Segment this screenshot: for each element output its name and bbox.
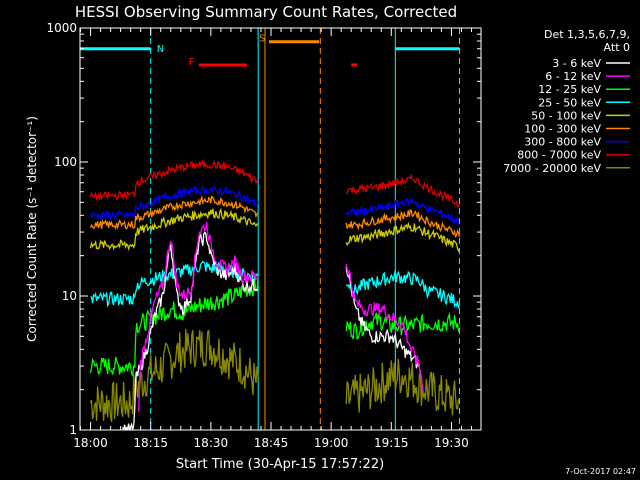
y-tick-label: 1: [69, 423, 77, 437]
y-tick-label: 100: [54, 155, 77, 169]
legend-label: 25 - 50 keV: [538, 96, 601, 109]
series-line: [89, 207, 259, 251]
footer-date: 7-Oct-2017 02:47: [565, 467, 636, 476]
series-line: [89, 158, 259, 202]
series-line: [345, 208, 461, 238]
series-7000-20000-kev: [89, 328, 460, 423]
x-tick-label: 18:30: [194, 436, 229, 450]
flag-label-f: F: [189, 57, 195, 68]
plot-area: N F S: [80, 28, 461, 430]
series-line: [346, 173, 461, 209]
series-line: [138, 221, 259, 412]
series-line: [345, 358, 460, 416]
legend-label: 12 - 25 keV: [538, 83, 601, 96]
series-6-12-kev: [138, 221, 424, 412]
legend-header-line-2: Att 0: [604, 41, 630, 54]
flag-label-s: S: [259, 34, 265, 45]
y-tick-label: 1000: [46, 21, 77, 35]
series-100-300-kev: [89, 194, 461, 238]
x-tick-label: 18:00: [73, 436, 108, 450]
series-line: [345, 270, 461, 309]
x-tick-label: 19:15: [374, 436, 409, 450]
series-line: [89, 277, 259, 378]
series-3-6-kev: [121, 231, 421, 430]
y-tick-label: 10: [62, 289, 77, 303]
axes: 1 10 100 1000 18:00 18:15 18:30 18:45 19:00 19:15…: [46, 21, 482, 450]
x-tick-label: 18:15: [133, 436, 168, 450]
legend-label: 800 - 7000 keV: [517, 149, 601, 162]
legend-label: 3 - 6 keV: [552, 57, 601, 70]
plot-frame: [79, 27, 482, 431]
series-line: [89, 328, 259, 423]
legend-header-line-1: Det 1,3,5,6,7,9,: [544, 28, 630, 41]
series-800-7000-kev: [89, 158, 461, 209]
x-tick-label: 19:30: [434, 436, 469, 450]
x-tick-label: 18:45: [254, 436, 289, 450]
legend-label: 6 - 12 keV: [545, 70, 601, 83]
series-line: [121, 231, 259, 430]
legend-label: 300 - 800 keV: [524, 136, 601, 149]
x-tick-label: 19:00: [314, 436, 349, 450]
legend-label: 50 - 100 keV: [531, 109, 601, 122]
flag-label-n: N: [157, 44, 164, 55]
legend-label: 7000 - 20000 keV: [503, 162, 601, 175]
series-line: [89, 194, 259, 231]
series-300-800-kev: [89, 185, 460, 226]
series-line: [345, 197, 460, 226]
y-axis-label: Corrected Count Rate (s⁻¹ detector⁻¹): [25, 116, 39, 342]
series-line: [345, 221, 461, 253]
series-line: [89, 185, 259, 221]
legend-label: 100 - 300 keV: [524, 123, 601, 136]
chart-title: HESSI Observing Summary Count Rates, Cor…: [75, 3, 457, 21]
series-line: [345, 263, 424, 392]
series-50-100-kev: [89, 207, 461, 253]
series-line: [345, 266, 421, 369]
x-axis-label: Start Time (30-Apr-15 17:57:22): [176, 457, 384, 472]
